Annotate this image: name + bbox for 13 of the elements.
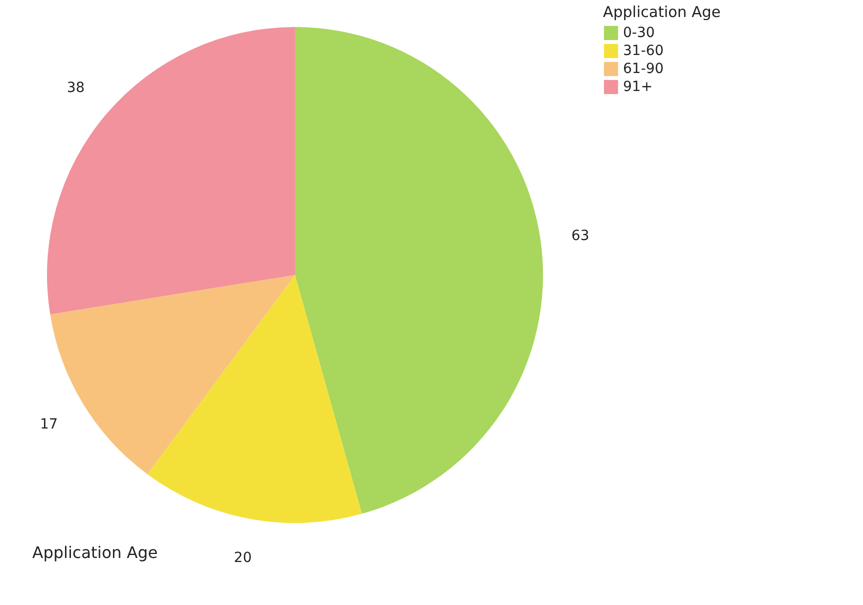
legend-title: Application Age xyxy=(603,3,721,21)
text: Application Age xyxy=(32,543,158,562)
legend-label: 0-30 xyxy=(623,25,655,41)
data-label: 63 xyxy=(571,228,590,244)
legend-label: 61-90 xyxy=(623,61,664,77)
data-label: 17 xyxy=(40,416,58,433)
legend-label: 31-60 xyxy=(623,43,664,59)
legend-label: 91+ xyxy=(623,79,653,95)
pie-slice xyxy=(147,275,362,523)
data-label: 38 xyxy=(66,80,85,96)
pie-slice xyxy=(47,27,295,314)
pie-slice xyxy=(295,27,543,514)
data-label: 20 xyxy=(234,550,252,566)
